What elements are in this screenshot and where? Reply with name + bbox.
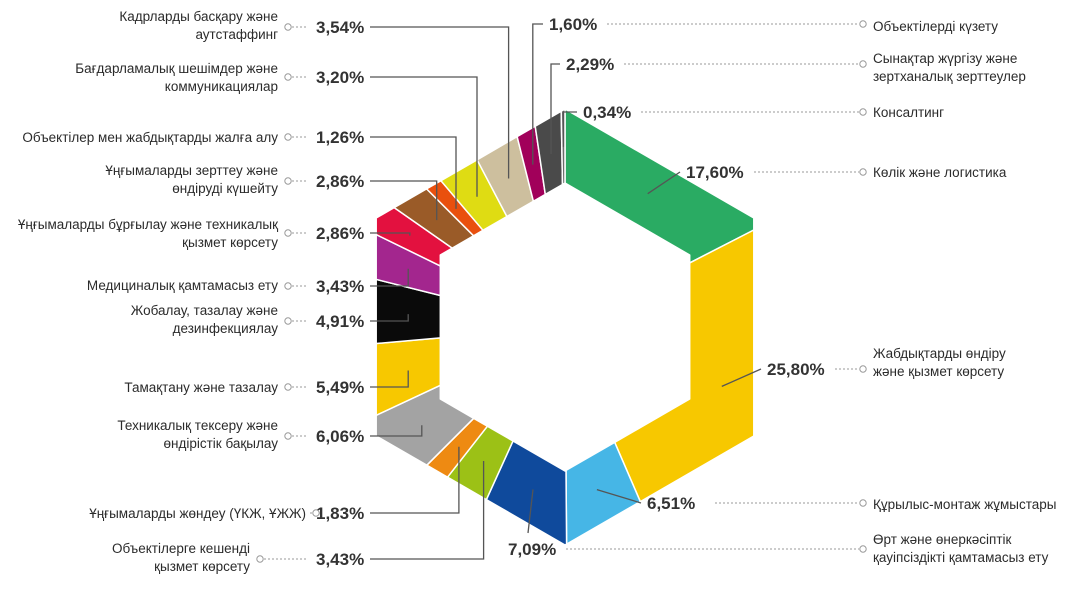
category-label-2: Құрылыс-монтаж жұмыстары	[873, 497, 1056, 512]
percent-label-5: 1,83%	[316, 504, 364, 523]
leader-line-4	[370, 461, 485, 560]
category-label-12: Объектілер мен жабдықтарды жалға алу	[22, 130, 278, 145]
marker-dot-7	[284, 383, 292, 391]
category-label-6: Техникалық тексеру және өндірістік бақыла…	[117, 418, 278, 451]
annotation-5: 1,83% Ұңғымаларды жөндеу (ҮКЖ, ҰЖЖ)	[89, 446, 460, 523]
leader-line-14	[370, 26, 510, 179]
percent-label-7: 5,49%	[316, 378, 364, 397]
leader-line-12	[370, 136, 457, 209]
marker-dot-3	[859, 545, 867, 553]
category-label-16: Сынақтар жүргізу және зертханалық зерттеу…	[873, 51, 1026, 84]
annotation-12: 1,26% Объектілер мен жабдықтарды жалға ал…	[22, 128, 457, 209]
chart-annotations: 17,60% Көлік және логистика 25,80% Жабдықта…	[18, 9, 1057, 574]
leader-line-11	[370, 180, 438, 221]
category-label-15: Объектілерді күзету	[873, 19, 998, 34]
percent-label-14: 3,54%	[316, 18, 364, 37]
marker-dot-11	[284, 177, 292, 185]
category-label-0: Көлік және логистика	[873, 165, 1007, 180]
annotation-0: 17,60% Көлік және логистика	[647, 163, 1007, 195]
category-label-17: Консалтинг	[873, 105, 944, 120]
marker-dot-10	[284, 229, 292, 237]
category-label-13: Бағдарламалық шешімдер және коммуникациял…	[75, 61, 278, 94]
marker-dot-0	[859, 168, 867, 176]
percent-label-9: 3,43%	[316, 277, 364, 296]
percent-label-8: 4,91%	[316, 312, 364, 331]
marker-dot-12	[284, 133, 292, 141]
leader-line-6	[370, 425, 423, 437]
marker-dot-1	[859, 365, 867, 373]
percent-label-6: 6,06%	[316, 427, 364, 446]
annotation-3: 7,09% Өрт және өнеркәсіптік қауіпсіздікті …	[508, 489, 1049, 565]
marker-dot-6	[284, 432, 292, 440]
annotation-8: 4,91% Жобалау, тазалау және дезинфекциялау	[131, 303, 409, 336]
percent-label-1: 25,80%	[767, 360, 825, 379]
annotation-14: 3,54% Кадрларды басқару және аутстаффинг	[119, 9, 510, 179]
slice-1	[613, 229, 755, 503]
leader-line-1	[721, 368, 762, 387]
annotation-1: 25,80% Жабдықтарды өндіру және қызмет көрс…	[721, 346, 1006, 387]
annotation-15: 1,60% Объектілерді күзету	[532, 15, 998, 165]
percent-label-13: 3,20%	[316, 68, 364, 87]
leader-line-5	[370, 446, 460, 514]
percent-label-4: 3,43%	[316, 550, 364, 569]
leader-line-15	[532, 23, 543, 165]
percent-label-11: 2,86%	[316, 172, 364, 191]
donut-ring	[375, 108, 755, 546]
category-label-3: Өрт және өнеркәсіптік қауіпсіздікті қамта…	[873, 532, 1049, 565]
marker-dot-17	[859, 108, 867, 116]
percent-label-3: 7,09%	[508, 540, 556, 559]
leader-line-17	[562, 111, 577, 147]
marker-dot-16	[859, 60, 867, 68]
leader-line-7	[370, 370, 409, 388]
leader-line-16	[550, 63, 560, 155]
percent-label-16: 2,29%	[566, 55, 614, 74]
percent-label-2: 6,51%	[647, 494, 695, 513]
category-label-4: Объектілерге кешенді қызмет көрсету	[112, 541, 250, 574]
leader-line-10	[370, 232, 411, 236]
marker-dot-5	[312, 509, 320, 517]
marker-dot-15	[859, 20, 867, 28]
marker-dot-4	[256, 555, 264, 563]
category-label-9: Медициналық қамтамасыз ету	[87, 278, 278, 293]
leader-line-2	[596, 488, 642, 504]
category-label-14: Кадрларды басқару және аутстаффинг	[119, 9, 278, 42]
percent-label-0: 17,60%	[686, 163, 744, 182]
category-label-10: Ұңғымаларды бұрғылау және техникалық қызм…	[18, 217, 278, 250]
category-label-5: Ұңғымаларды жөндеу (ҮКЖ, ҰЖЖ)	[89, 506, 306, 521]
marker-dot-14	[284, 23, 292, 31]
leader-line-13	[370, 76, 478, 197]
leader-line-0	[647, 171, 681, 195]
annotation-7: 5,49% Тамақтану және тазалау	[124, 370, 409, 397]
annotation-17: 0,34% Консалтинг	[562, 103, 944, 147]
marker-dot-8	[284, 317, 292, 325]
leader-line-3	[527, 489, 534, 534]
annotation-6: 6,06% Техникалық тексеру және өндірістік б…	[117, 418, 423, 451]
percent-label-17: 0,34%	[583, 103, 631, 122]
annotation-9: 3,43% Медициналық қамтамасыз ету	[87, 268, 409, 296]
category-label-1: Жабдықтарды өндіру және қызмет көрсету	[873, 346, 1006, 379]
annotation-11: 2,86% Ұңғымаларды зерттеу және өндіруді кү…	[105, 163, 438, 221]
leader-line-9	[370, 268, 409, 287]
marker-dot-9	[284, 282, 292, 290]
percent-label-10: 2,86%	[316, 224, 364, 243]
leader-line-8	[370, 314, 409, 322]
category-label-8: Жобалау, тазалау және дезинфекциялау	[131, 303, 278, 336]
category-label-11: Ұңғымаларды зерттеу және өндіруді күшейту	[105, 163, 278, 196]
percent-label-15: 1,60%	[549, 15, 597, 34]
annotation-2: 6,51% Құрылыс-монтаж жұмыстары	[596, 488, 1056, 513]
annotation-10: 2,86% Ұңғымаларды бұрғылау және техникалы…	[18, 217, 411, 250]
annotation-4: 3,43% Объектілерге кешенді қызмет көрсету	[112, 461, 485, 574]
marker-dot-2	[859, 499, 867, 507]
annotation-13: 3,20% Бағдарламалық шешімдер және коммуник…	[75, 61, 478, 197]
category-label-7: Тамақтану және тазалау	[124, 380, 278, 395]
percent-label-12: 1,26%	[316, 128, 364, 147]
annotation-16: 2,29% Сынақтар жүргізу және зертханалық зе…	[550, 51, 1026, 155]
marker-dot-13	[284, 73, 292, 81]
